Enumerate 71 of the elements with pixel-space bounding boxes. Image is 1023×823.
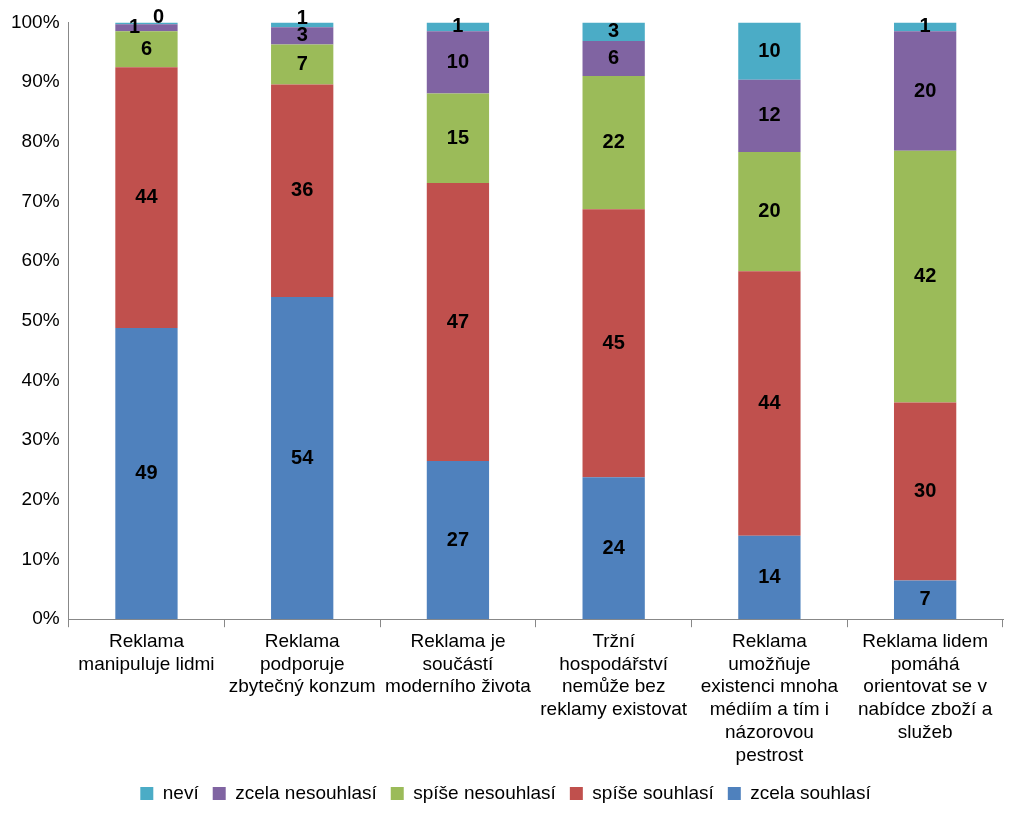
bar (738, 535, 801, 620)
data-label: 42 (914, 264, 937, 287)
bar (738, 271, 801, 536)
data-label: 36 (291, 178, 314, 201)
data-label: 10 (758, 38, 781, 61)
legend-label: zcela nesouhlasí (235, 781, 378, 803)
data-label: 30 (914, 479, 937, 501)
data-label: 44 (758, 390, 782, 413)
y-tick-label: 0% (32, 607, 60, 629)
bar (582, 76, 645, 210)
data-label: 10 (446, 49, 470, 72)
legend-label: spíše nesouhlasí (413, 781, 557, 803)
data-label: 7 (919, 587, 931, 610)
bar (115, 31, 178, 68)
bar (582, 477, 645, 620)
data-label: 20 (758, 199, 781, 222)
legend-label: neví (162, 781, 200, 803)
bar (582, 209, 645, 478)
y-tick-label: 10% (21, 547, 60, 569)
x-tick-label: Reklama lidem pomáhá orientovat se v nabídce zboží a služeb (858, 629, 993, 743)
bar (426, 182, 490, 462)
x-tick-label: Reklama je součástí moderního života (385, 629, 532, 697)
bar (271, 84, 334, 297)
bar (738, 22, 801, 80)
y-tick-label: 20% (21, 488, 60, 510)
y-tick-label: 40% (21, 368, 60, 390)
data-label: 44 (135, 185, 159, 208)
bar (893, 150, 957, 403)
bar (738, 79, 801, 152)
data-label: 22 (602, 130, 625, 153)
data-label: 3 (296, 23, 308, 46)
bar (426, 31, 490, 94)
bar (893, 402, 957, 581)
bar (426, 93, 490, 183)
y-tick-label: 50% (21, 309, 60, 331)
bar (271, 44, 334, 85)
data-label: 49 (135, 461, 158, 484)
data-label: 54 (291, 445, 315, 468)
y-tick-label: 90% (21, 70, 60, 92)
legend-label: zcela souhlasí (750, 781, 872, 803)
bar (738, 151, 801, 272)
bar (271, 296, 334, 620)
data-label: 12 (758, 103, 781, 126)
bar (582, 40, 645, 77)
x-tick-label: Reklama manipuluje lidmi (78, 629, 215, 674)
y-tick-label: 80% (21, 129, 60, 151)
bar (115, 327, 178, 620)
x-tick-label: Reklama podporuje zbytečný konzum (228, 629, 376, 697)
data-label: 6 (140, 36, 153, 59)
bar (115, 67, 178, 328)
data-label: 45 (602, 330, 625, 353)
y-tick-label: 70% (21, 189, 60, 211)
y-tick-label: 60% (21, 249, 60, 271)
data-label: 27 (446, 527, 470, 550)
data-label: 15 (446, 125, 470, 148)
data-label: 47 (446, 309, 470, 332)
data-label: 0 (152, 4, 165, 27)
bar (893, 580, 957, 620)
data-label: 24 (602, 535, 626, 558)
data-label: 7 (296, 51, 308, 74)
y-tick-label: 30% (21, 428, 60, 450)
data-label: 6 (608, 46, 620, 69)
bar (893, 31, 957, 151)
x-tick-label: Reklama umožňuje existenci mnoha médiím a tím i názorovou pestrost (700, 629, 839, 765)
bar (426, 461, 490, 620)
x-tick-label: Tržní hospodářství nemůže bez reklamy existovat (540, 629, 688, 720)
y-tick-label: 100% (10, 10, 60, 32)
data-label: 20 (914, 78, 937, 101)
legend-label: spíše souhlasí (592, 781, 715, 803)
data-label: 14 (758, 564, 782, 587)
data-label: 3 (608, 19, 620, 42)
